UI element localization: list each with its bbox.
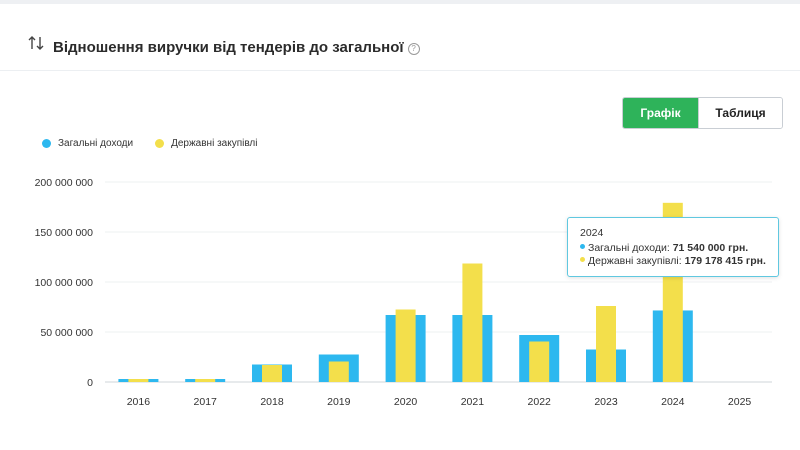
tooltip-dot — [580, 257, 585, 262]
table-view-button[interactable]: Таблиця — [698, 98, 782, 128]
y-tick-label: 100 000 000 — [35, 277, 94, 289]
sort-arrows-icon — [28, 36, 44, 50]
legend-item-public-procurement[interactable]: Державні закупівлі — [155, 138, 258, 149]
y-tick-label: 0 — [87, 377, 93, 389]
legend-label: Загальні доходи — [58, 138, 134, 149]
x-tick-label: 2017 — [194, 396, 218, 408]
x-tick-label: 2016 — [127, 396, 151, 408]
y-tick-label: 150 000 000 — [35, 227, 94, 239]
tooltip-row-public-procurement: Державні закупівлі: 179 178 415 грн. — [580, 255, 766, 268]
x-tick-label: 2025 — [728, 396, 752, 408]
x-tick-label: 2020 — [394, 396, 418, 408]
bar-public-procurement-2019 — [328, 361, 349, 382]
chart-header: Відношення виручки від тендерів до загал… — [0, 4, 800, 71]
bar-public-procurement-2023 — [596, 306, 616, 382]
bar-public-procurement-2022 — [529, 341, 550, 382]
x-tick-label: 2024 — [661, 396, 685, 408]
top-strip — [0, 0, 800, 4]
tooltip-label: Державні закупівлі: — [588, 255, 682, 267]
tooltip-value: 179 178 415 грн. — [684, 255, 766, 267]
x-tick-label: 2022 — [528, 396, 552, 408]
x-tick-label: 2019 — [327, 396, 351, 408]
legend-item-total-income[interactable]: Загальні доходи — [42, 138, 133, 149]
bar-public-procurement-2020 — [395, 309, 416, 382]
graph-view-button[interactable]: Графік — [623, 98, 698, 128]
view-toggle: Графік Таблиця — [622, 97, 783, 129]
tooltip-row-total-income: Загальні доходи: 71 540 000 грн. — [580, 242, 766, 255]
x-tick-label: 2021 — [461, 396, 485, 408]
legend-dot — [42, 139, 51, 148]
bar-public-procurement-2021 — [462, 263, 483, 382]
bar-public-procurement-2017 — [195, 379, 216, 382]
tooltip-year: 2024 — [580, 227, 604, 239]
legend-dot — [155, 139, 165, 148]
help-icon[interactable]: ? — [407, 43, 420, 55]
page-title: Відношення виручки від тендерів до загал… — [53, 39, 420, 56]
tooltip-label: Загальні доходи: — [588, 242, 670, 254]
chart-tooltip: 2024 Загальні доходи: 71 540 000 грн. Де… — [567, 217, 779, 277]
y-tick-label: 200 000 000 — [35, 177, 94, 189]
tooltip-value: 71 540 000 грн. — [672, 242, 749, 254]
y-tick-label: 50 000 000 — [40, 327, 93, 339]
bar-public-procurement-2016 — [128, 379, 149, 382]
bar-public-procurement-2018 — [262, 365, 282, 382]
x-tick-label: 2018 — [260, 396, 284, 408]
tooltip-dot — [580, 244, 585, 249]
chart-legend: Загальні доходи Державні закупівлі — [42, 138, 280, 149]
x-tick-label: 2023 — [594, 396, 618, 408]
legend-label: Державні закупівлі — [171, 138, 258, 149]
